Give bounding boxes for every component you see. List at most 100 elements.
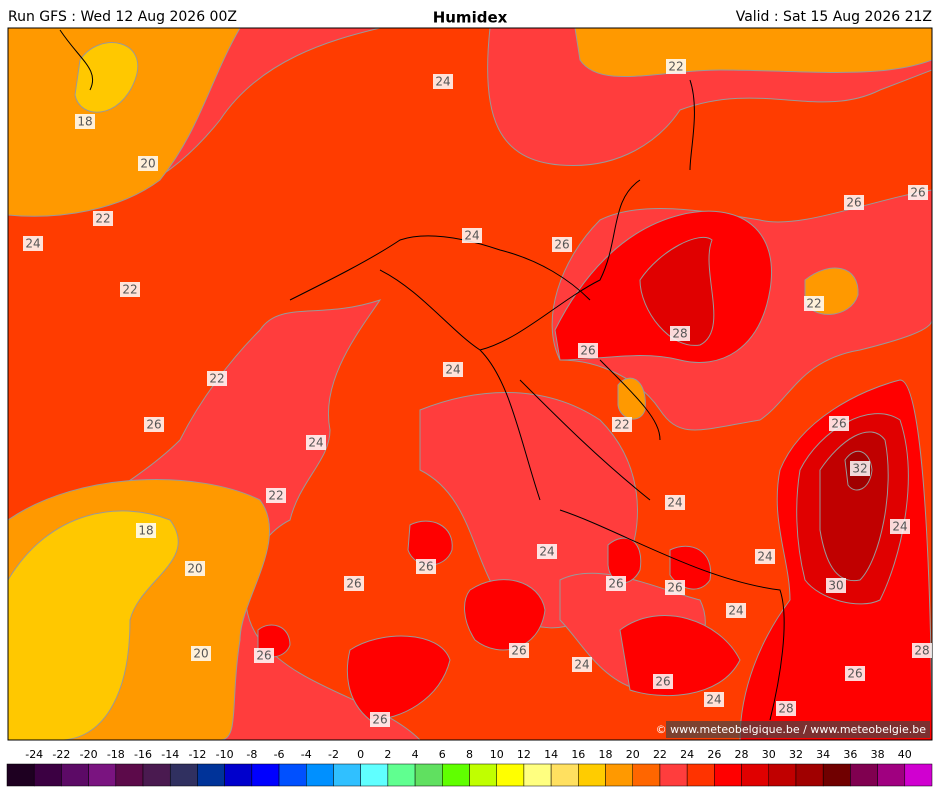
colorbar-swatch bbox=[88, 763, 117, 787]
contour-label: 24 bbox=[445, 363, 460, 377]
colorbar-swatch bbox=[278, 763, 307, 787]
colorbar-swatch bbox=[795, 763, 824, 787]
contour-label: 24 bbox=[435, 75, 450, 89]
contour-label-bg bbox=[462, 228, 482, 243]
colorbar-swatch bbox=[605, 763, 633, 787]
colorbar-swatch bbox=[768, 763, 797, 787]
contour-label-bg bbox=[804, 296, 824, 311]
contour-label-bg bbox=[755, 549, 775, 564]
contour-label-bg bbox=[138, 156, 158, 171]
colorbar-label: 16 bbox=[571, 748, 585, 761]
colorbar-swatch bbox=[877, 763, 906, 787]
colorbar-label: 40 bbox=[898, 748, 912, 761]
colorbar-label: 24 bbox=[680, 748, 694, 761]
contour-label: 22 bbox=[806, 297, 821, 311]
contour-label: 22 bbox=[668, 60, 683, 74]
colorbar-label: 28 bbox=[735, 748, 749, 761]
colorbar-label: -24 bbox=[25, 748, 43, 761]
colorbar-label: 0 bbox=[357, 748, 364, 761]
contour-label: 24 bbox=[539, 545, 554, 559]
colorbar-swatch bbox=[333, 763, 361, 787]
contour-label: 26 bbox=[608, 577, 623, 591]
colorbar-swatch bbox=[578, 763, 606, 787]
contour-label: 26 bbox=[554, 238, 569, 252]
contour-label: 24 bbox=[728, 604, 743, 618]
contour-label-bg bbox=[509, 643, 529, 658]
contour-label: 30 bbox=[828, 579, 843, 593]
contour-label-bg bbox=[136, 523, 156, 538]
contour-label-bg bbox=[704, 692, 724, 707]
contour-label-bg bbox=[306, 435, 326, 450]
copyright: © www.meteobelgique.be / www.meteobelgie… bbox=[656, 723, 927, 736]
colorbar-swatch bbox=[6, 763, 35, 787]
contour-label: 26 bbox=[846, 196, 861, 210]
contour-label-bg bbox=[370, 712, 390, 727]
colorbar-swatch bbox=[387, 763, 416, 787]
contour-label-bg bbox=[850, 461, 870, 476]
colorbar-label: 8 bbox=[466, 748, 473, 761]
contour-label: 24 bbox=[464, 229, 479, 243]
colorbar-swatch bbox=[61, 763, 89, 787]
colorbar-swatch bbox=[360, 763, 389, 787]
contour-label-bg bbox=[653, 674, 673, 689]
colorbar-label: -22 bbox=[52, 748, 70, 761]
contour-label-bg bbox=[726, 603, 746, 618]
contour-label: 20 bbox=[140, 157, 155, 171]
colorbar-label: 38 bbox=[871, 748, 885, 761]
contour-label: 20 bbox=[193, 647, 208, 661]
colorbar-swatch bbox=[469, 763, 497, 787]
colorbar-label: 30 bbox=[762, 748, 776, 761]
colorbar-swatch bbox=[33, 763, 62, 787]
contour-label-bg bbox=[23, 236, 43, 251]
colorbar-label: 12 bbox=[517, 748, 531, 761]
colorbar-swatch bbox=[251, 763, 280, 787]
contour-label: 24 bbox=[892, 520, 907, 534]
contour-label: 24 bbox=[706, 693, 721, 707]
contour-label-bg bbox=[433, 74, 453, 89]
colorbar-swatch bbox=[115, 763, 144, 787]
contour-label: 22 bbox=[95, 212, 110, 226]
colorbar-swatch bbox=[659, 763, 688, 787]
colorbar-swatch bbox=[142, 763, 171, 787]
contour-label-bg bbox=[665, 495, 685, 510]
contour-label: 22 bbox=[268, 489, 283, 503]
contour-label-bg bbox=[776, 701, 796, 716]
colorbar-label: -6 bbox=[274, 748, 285, 761]
contour-label-bg bbox=[844, 195, 864, 210]
contour-label: 24 bbox=[308, 436, 323, 450]
contour-label-bg bbox=[185, 561, 205, 576]
contour-label-bg bbox=[572, 657, 592, 672]
colorbar-label: -16 bbox=[134, 748, 152, 761]
colorbar-swatch bbox=[822, 763, 851, 787]
colorbar-swatch bbox=[414, 763, 443, 787]
colorbar-swatch bbox=[632, 763, 661, 787]
contour-label-bg bbox=[578, 343, 598, 358]
contour-label: 22 bbox=[209, 372, 224, 386]
contour-label: 18 bbox=[77, 115, 92, 129]
colorbar-label: 22 bbox=[653, 748, 667, 761]
contour-label-bg bbox=[845, 666, 865, 681]
contour-label: 24 bbox=[757, 550, 772, 564]
contour-label: 32 bbox=[852, 462, 867, 476]
contour-label-bg bbox=[612, 417, 632, 432]
contour-label: 26 bbox=[580, 344, 595, 358]
contour-label-bg bbox=[144, 417, 164, 432]
colorbar-label: -14 bbox=[161, 748, 179, 761]
contour-label-bg bbox=[537, 544, 557, 559]
contour-label: 18 bbox=[138, 524, 153, 538]
colorbar-swatch bbox=[197, 763, 225, 787]
contour-label: 22 bbox=[122, 283, 137, 297]
map bbox=[8, 28, 932, 740]
colorbar-label: -20 bbox=[80, 748, 98, 761]
colorbar-label: -4 bbox=[301, 748, 312, 761]
colorbar-swatch bbox=[741, 763, 770, 787]
colorbar-label: 2 bbox=[384, 748, 391, 761]
contour-label: 26 bbox=[667, 581, 682, 595]
contour-label-bg bbox=[890, 519, 910, 534]
contour-label: 26 bbox=[831, 417, 846, 431]
colorbar-label: -12 bbox=[188, 748, 206, 761]
contour-label-bg bbox=[666, 59, 686, 74]
contour-label: 26 bbox=[346, 577, 361, 591]
colorbar-label: 10 bbox=[490, 748, 504, 761]
contour-label: 28 bbox=[778, 702, 793, 716]
